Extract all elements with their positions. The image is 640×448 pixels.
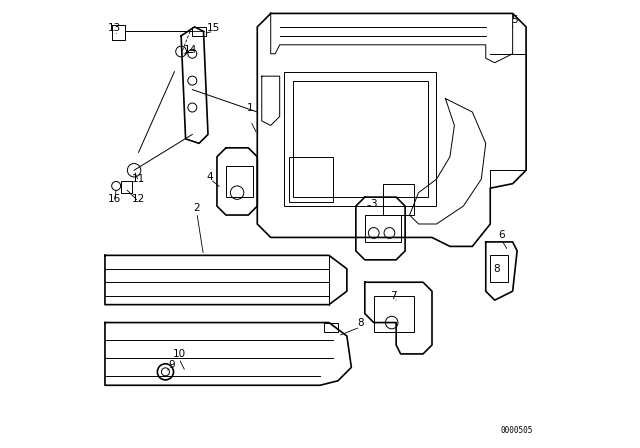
Text: 15: 15 xyxy=(207,23,220,33)
Text: 5: 5 xyxy=(511,15,518,25)
Bar xyxy=(289,157,333,202)
Text: 10: 10 xyxy=(172,349,186,359)
Bar xyxy=(490,255,508,282)
Bar xyxy=(192,27,206,36)
Text: 11: 11 xyxy=(132,174,145,184)
Text: 3: 3 xyxy=(370,199,376,209)
Text: 9: 9 xyxy=(168,360,175,370)
Bar xyxy=(324,323,338,332)
Text: 1: 1 xyxy=(247,103,254,112)
Text: 0000505: 0000505 xyxy=(501,426,533,435)
Text: 8: 8 xyxy=(357,318,364,327)
Bar xyxy=(383,184,414,215)
Text: 14: 14 xyxy=(184,45,196,55)
Bar xyxy=(226,166,253,197)
Bar xyxy=(293,81,428,197)
Bar xyxy=(374,296,414,332)
Text: 13: 13 xyxy=(108,23,122,33)
Text: 6: 6 xyxy=(498,230,505,240)
Text: 2: 2 xyxy=(193,203,200,213)
Text: 4: 4 xyxy=(207,172,214,182)
Text: 16: 16 xyxy=(108,194,122,204)
Bar xyxy=(365,215,401,242)
Bar xyxy=(121,181,132,193)
Text: 8: 8 xyxy=(493,264,500,274)
Text: 7: 7 xyxy=(390,291,397,301)
Bar xyxy=(284,72,436,206)
Text: 12: 12 xyxy=(132,194,145,204)
